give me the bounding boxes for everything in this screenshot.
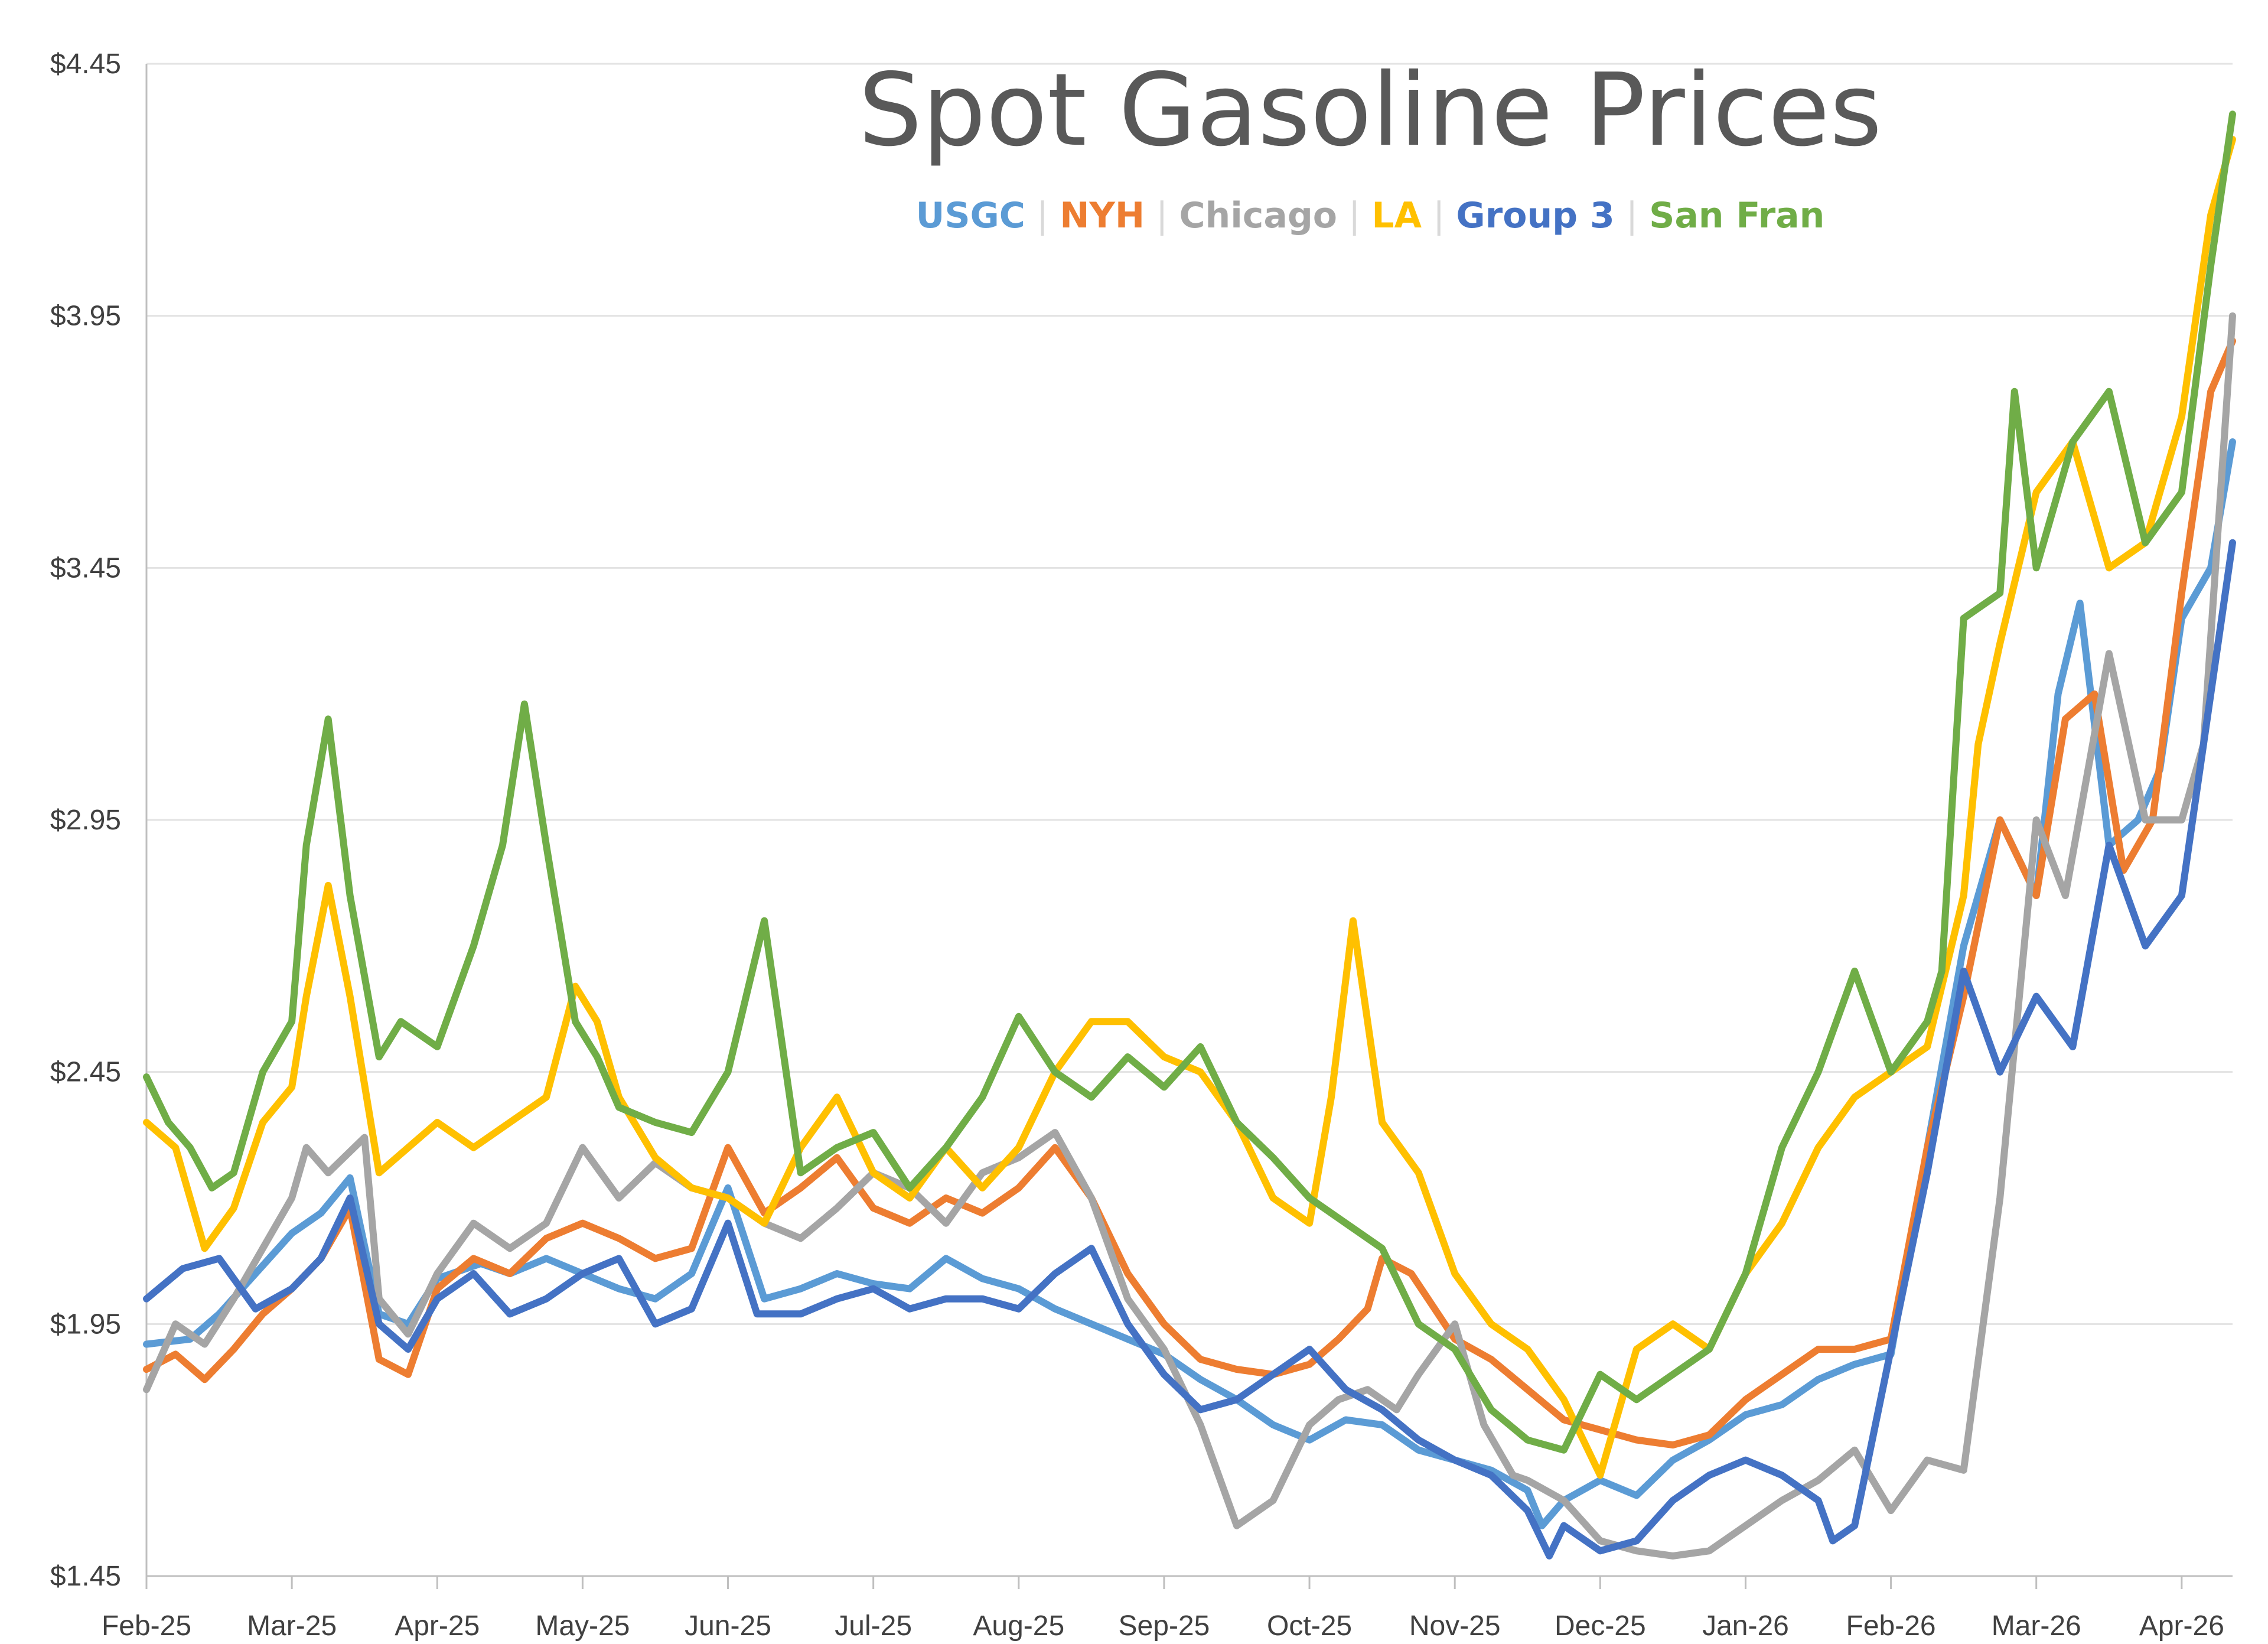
legend-entry: NYH <box>1060 195 1145 236</box>
series-line-chicago <box>143 312 2236 1560</box>
y-tick-label: $3.95 <box>50 301 121 332</box>
series-lines <box>143 110 2236 1560</box>
chart-title: Spot Gasoline Prices <box>858 52 1882 169</box>
legend-entry: LA <box>1371 195 1422 236</box>
y-tick-label: $2.95 <box>50 805 121 836</box>
legend-entry: USGC <box>916 195 1025 236</box>
series-line-san-fran <box>143 110 2236 1454</box>
legend-entry: San Fran <box>1649 195 1824 236</box>
y-tick-label: $3.45 <box>50 552 121 584</box>
x-tick-label: Apr-25 <box>395 1610 480 1642</box>
legend-separator: | <box>1615 195 1649 236</box>
series-line-la <box>143 136 2236 1479</box>
x-tick-label: Mar-26 <box>1992 1610 2081 1642</box>
y-tick-label: $4.45 <box>50 48 121 80</box>
x-tick-label: Sep-25 <box>1119 1610 1210 1642</box>
x-tick-label: Nov-25 <box>1409 1610 1501 1642</box>
legend-entry: Chicago <box>1179 195 1337 236</box>
y-tick-label: $1.45 <box>50 1561 121 1592</box>
x-tick-label: Aug-25 <box>973 1610 1064 1642</box>
x-tick-label: Oct-25 <box>1267 1610 1352 1642</box>
y-tick-label: $2.45 <box>50 1057 121 1088</box>
x-tick-label: Mar-25 <box>247 1610 337 1642</box>
legend-entry: Group 3 <box>1456 195 1614 236</box>
x-tick-label: Dec-25 <box>1555 1610 1646 1642</box>
chart-legend: USGC | NYH | Chicago | LA | Group 3 | Sa… <box>916 195 1825 236</box>
legend-separator: | <box>1145 195 1179 236</box>
x-tick-label: Jan-26 <box>1702 1610 1789 1642</box>
y-tick-label: $1.95 <box>50 1308 121 1340</box>
legend-separator: | <box>1025 195 1060 236</box>
x-tick-label: Feb-25 <box>102 1610 191 1642</box>
x-tick-label: Apr-26 <box>2139 1610 2224 1642</box>
series-line-group-3 <box>143 539 2236 1560</box>
x-tick-label: Jun-25 <box>685 1610 771 1642</box>
x-tick-label: Jul-25 <box>835 1610 912 1642</box>
x-tick-label: Feb-26 <box>1846 1610 1936 1642</box>
legend-separator: | <box>1422 195 1456 236</box>
series-line-nyh <box>143 337 2236 1449</box>
axes: $1.45 $1.95 $2.45 $2.95 $3.45 $3.95 $4.45 Feb-2… <box>50 48 2233 1642</box>
legend-separator: | <box>1337 195 1371 236</box>
x-tick-label: May-25 <box>535 1610 630 1642</box>
